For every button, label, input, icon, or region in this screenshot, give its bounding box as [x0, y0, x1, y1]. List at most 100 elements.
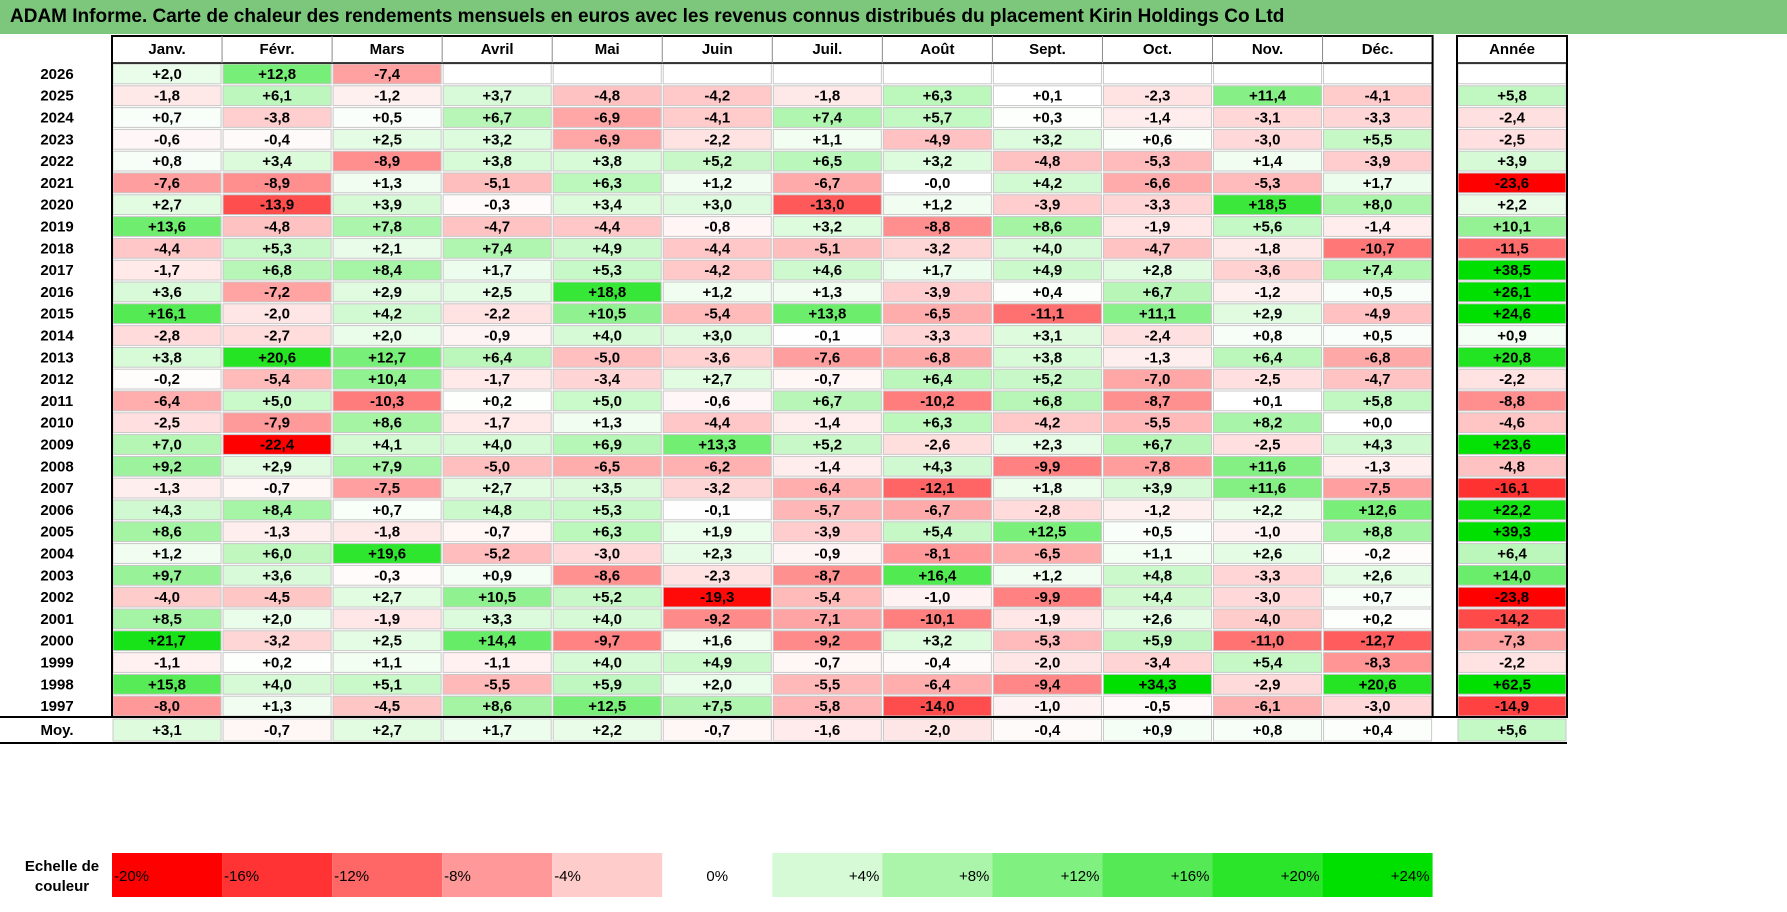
- heat-cell: [552, 346, 662, 368]
- heat-cell: [552, 150, 662, 172]
- heat-cell: [222, 673, 332, 695]
- heat-cell: [772, 303, 882, 325]
- heat-cell: [992, 325, 1102, 346]
- scale-swatch: [1322, 853, 1433, 897]
- cell-value: -4,4: [594, 219, 621, 236]
- heat-cell: [772, 477, 882, 499]
- cell-value: -1,9: [374, 611, 400, 628]
- cell-value: -1,4: [1365, 219, 1392, 236]
- heat-cell: [222, 128, 332, 150]
- cell-value: -1,7: [484, 415, 510, 432]
- annual-value: +5,8: [1497, 88, 1527, 105]
- heat-cell: [882, 150, 992, 172]
- year-label: 2019: [40, 219, 73, 236]
- heat-cell: [442, 303, 552, 325]
- cell-value: -5,3: [1255, 175, 1281, 192]
- heat-cell: [442, 521, 552, 543]
- cell-value: +0,0: [1363, 415, 1393, 432]
- cell-value: -22,4: [260, 437, 295, 454]
- cell-value: +10,5: [588, 306, 626, 323]
- annual-value: -2,5: [1499, 131, 1525, 148]
- cell-value: -9,4: [1034, 676, 1061, 693]
- heat-cell: [882, 652, 992, 673]
- cell-value: -1,2: [374, 88, 400, 105]
- cell-value: -6,4: [924, 676, 951, 693]
- cell-value: -9,2: [704, 611, 730, 628]
- heat-cell: [662, 172, 772, 194]
- heat-cell: [882, 390, 992, 412]
- cell-value: +2,7: [152, 197, 182, 214]
- heat-cell: [662, 85, 772, 107]
- heat-cell: [1213, 652, 1323, 673]
- cell-value: +8,8: [1363, 524, 1393, 541]
- heat-cell: [662, 477, 772, 499]
- cell-value: -7,9: [264, 415, 290, 432]
- year-label: 2005: [40, 524, 73, 541]
- year-label: 1999: [40, 655, 73, 672]
- cell-value: +3,0: [702, 197, 732, 214]
- cell-value: +3,4: [262, 153, 292, 170]
- average-value: -1,6: [814, 722, 840, 739]
- heat-cell: [442, 390, 552, 412]
- cell-value: -4,0: [1255, 611, 1281, 628]
- heat-cell: [772, 325, 882, 346]
- cell-value: -12,1: [920, 480, 954, 497]
- cell-value: -6,2: [704, 458, 730, 475]
- heat-cell: [552, 259, 662, 281]
- cell-value: +13,3: [698, 437, 736, 454]
- cell-value: +3,2: [923, 633, 953, 650]
- heat-cell: [662, 216, 772, 237]
- month-header: Sept.: [1029, 41, 1066, 58]
- heat-cell: [552, 237, 662, 259]
- heat-cell: [552, 85, 662, 107]
- cell-value: +5,2: [813, 437, 843, 454]
- heat-cell: [882, 128, 992, 150]
- cell-value: -6,7: [924, 502, 950, 519]
- heat-cell: [662, 303, 772, 325]
- cell-value: -4,9: [1365, 306, 1391, 323]
- annual-value: +39,3: [1493, 524, 1531, 541]
- cell-value: +3,8: [592, 153, 622, 170]
- cell-value: +1,3: [372, 175, 402, 192]
- average-value: +2,2: [592, 722, 622, 739]
- annual-value: -2,2: [1499, 655, 1525, 672]
- cell-value: -0,7: [484, 524, 510, 541]
- cell-value: +6,1: [262, 88, 292, 105]
- heat-cell: [1213, 150, 1323, 172]
- cell-value: +4,3: [152, 502, 182, 519]
- heat-cell: [332, 455, 442, 477]
- heat-cell: [332, 128, 442, 150]
- heat-cell: [1102, 107, 1212, 128]
- annual-value: -2,4: [1499, 110, 1526, 127]
- heat-cell: [1102, 673, 1212, 695]
- heat-cell: [222, 608, 332, 630]
- heat-cell: [882, 194, 992, 216]
- cell-value: -6,5: [1034, 546, 1060, 563]
- cell-value: -5,7: [814, 502, 840, 519]
- heat-cell: [992, 499, 1102, 521]
- cell-value: +12,5: [1028, 524, 1066, 541]
- cell-value: +4,8: [482, 502, 512, 519]
- heat-cell: [332, 652, 442, 673]
- heat-cell: [882, 368, 992, 390]
- cell-value: -1,8: [814, 88, 840, 105]
- cell-value: +3,0: [702, 328, 732, 345]
- cell-value: -8,3: [1365, 655, 1391, 672]
- cell-value: -8,6: [594, 567, 620, 584]
- cell-value: +12,5: [588, 698, 626, 715]
- cell-value: +1,3: [262, 698, 292, 715]
- heat-cell: [1213, 128, 1323, 150]
- cell-value: +3,5: [592, 480, 622, 497]
- cell-value: +0,9: [482, 567, 512, 584]
- scale-tick: +4%: [849, 868, 879, 885]
- cell-value: -4,7: [1145, 240, 1171, 257]
- heat-cell: [1213, 107, 1323, 128]
- cell-value: +6,3: [923, 415, 953, 432]
- annual-value: -8,8: [1499, 393, 1525, 410]
- annual-value: -23,6: [1495, 175, 1529, 192]
- cell-value: +4,3: [1363, 437, 1393, 454]
- cell-value: +18,8: [588, 284, 626, 301]
- heat-cell: [992, 630, 1102, 652]
- heat-cell: [332, 499, 442, 521]
- cell-value: +5,2: [702, 153, 732, 170]
